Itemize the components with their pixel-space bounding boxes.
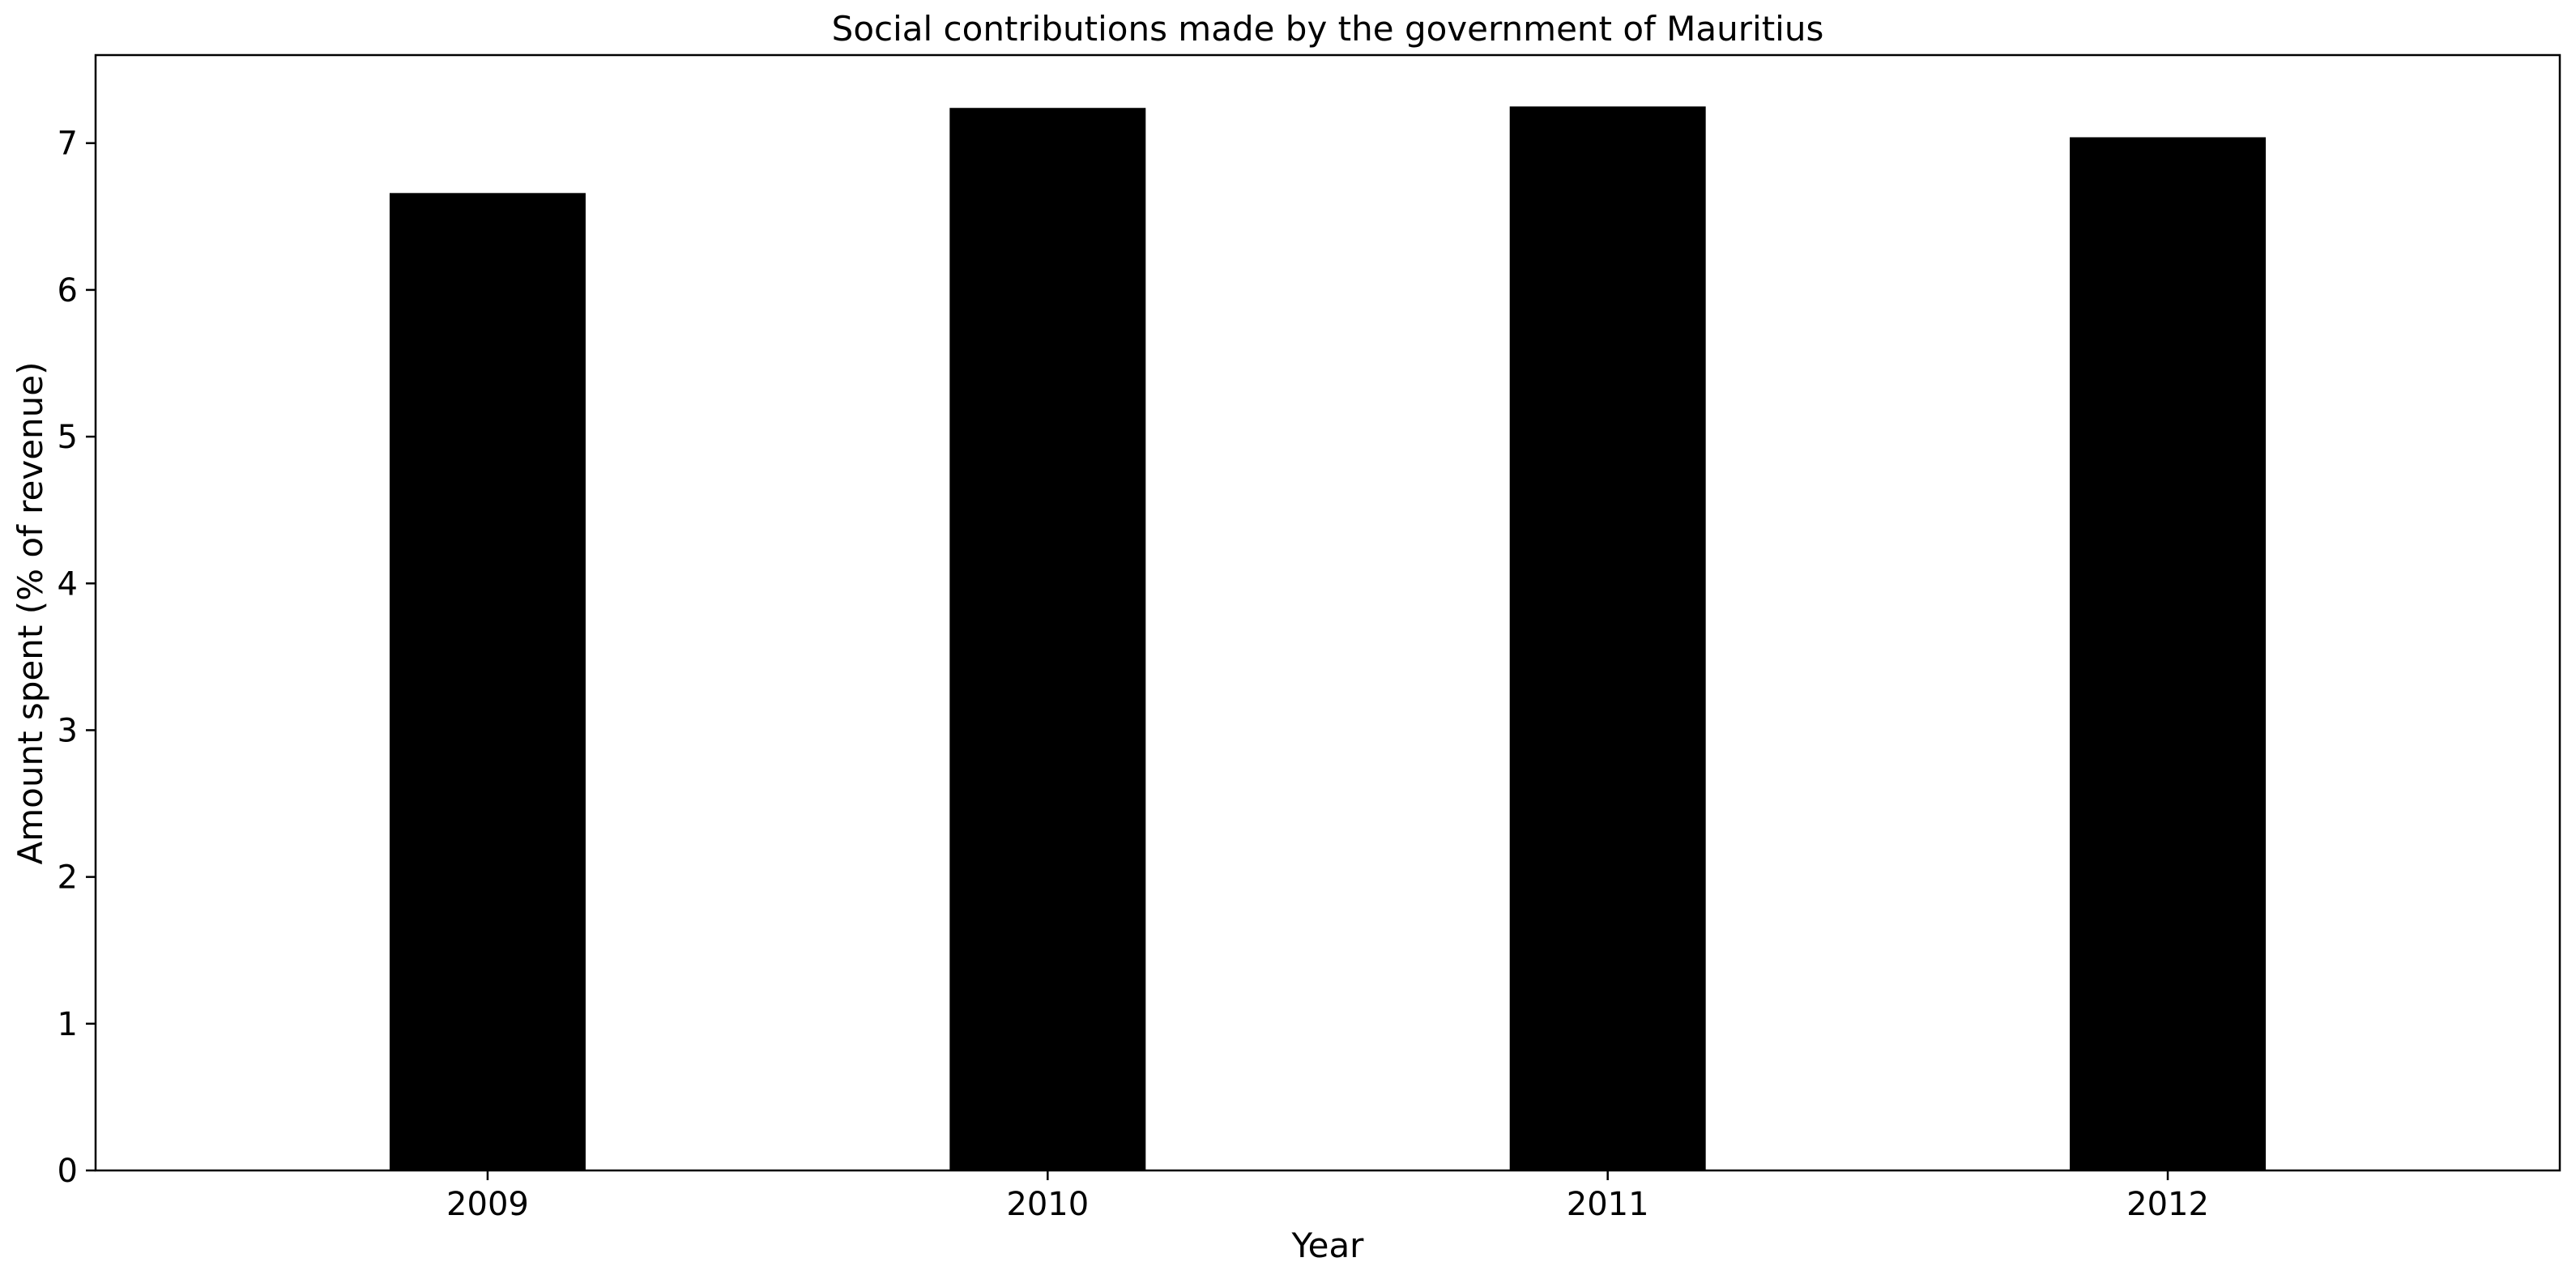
x-tick-label: 2011	[1567, 1186, 1649, 1223]
x-axis-label: Year	[1291, 1226, 1365, 1265]
x-tick-label: 2012	[2126, 1186, 2209, 1223]
y-tick-label: 0	[58, 1153, 78, 1190]
y-tick-label: 2	[58, 859, 78, 897]
x-axis: 2009 2010 2011 2012	[446, 1170, 2209, 1223]
y-tick-label: 5	[58, 419, 78, 456]
y-tick-label: 6	[58, 272, 78, 309]
x-tick-label: 2009	[446, 1186, 529, 1223]
y-tick-label: 3	[58, 712, 78, 749]
chart-title: Social contributions made by the governm…	[832, 9, 1824, 49]
y-tick-label: 7	[58, 126, 78, 163]
bar-2009	[389, 193, 586, 1171]
y-tick-label: 1	[58, 1006, 78, 1043]
y-tick-label: 4	[58, 565, 78, 603]
bar-2011	[1509, 106, 1706, 1171]
bar-2010	[949, 108, 1146, 1170]
bars-group	[389, 106, 2267, 1171]
bar-2012	[2070, 137, 2267, 1171]
y-axis: 0 1 2 3 4 5 6 7	[58, 126, 96, 1190]
plot-area-frame	[94, 53, 2561, 1172]
y-axis-label: Amount spent (% of revenue)	[11, 361, 50, 864]
x-tick-label: 2010	[1006, 1186, 1089, 1223]
